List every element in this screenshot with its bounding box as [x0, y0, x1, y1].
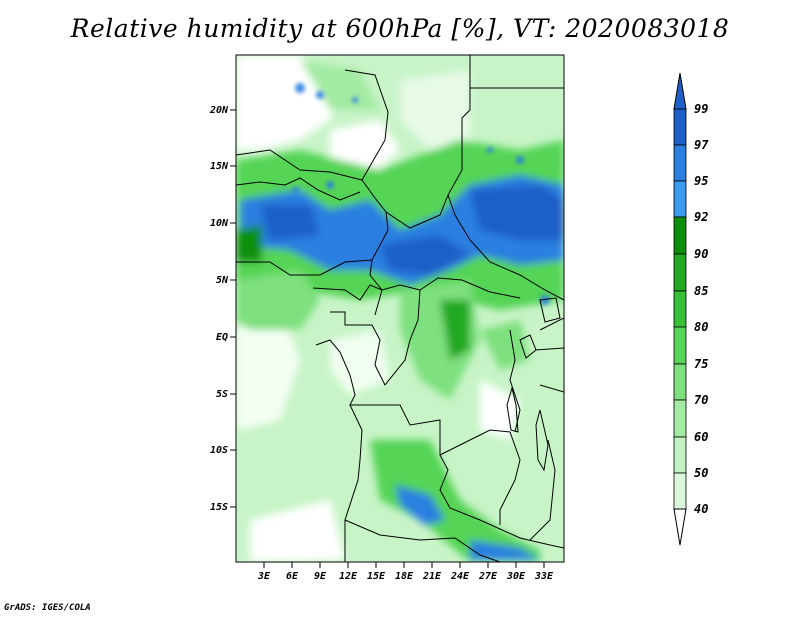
colorbar-bottom-arrow: [673, 508, 687, 546]
colorbar-segment: [673, 253, 687, 292]
colorbar: 99 97 95 92 90 85 80 75 70 60 50 40: [673, 72, 709, 546]
lon-label: 24E: [450, 571, 470, 582]
humidity-field: [236, 55, 564, 562]
lon-label: 3E: [257, 571, 271, 582]
colorbar-label: 80: [694, 320, 708, 334]
colorbar-segment: [673, 363, 687, 401]
lakes: [506, 297, 561, 472]
lat-label: 10S: [210, 445, 228, 456]
colorbar-segment: [673, 180, 687, 218]
lat-label: 5S: [216, 389, 228, 400]
colorbar-label: 40: [694, 502, 708, 516]
lat-label: 15S: [210, 502, 228, 513]
colorbar-label: 60: [694, 430, 708, 444]
lat-label: 20N: [209, 105, 229, 116]
map-title: Relative humidity at 600hPa [%], VT: 202…: [70, 14, 730, 43]
longitude-axis: 3E 6E 9E 12E 15E 18E 21E 24E 27E 30E 33E: [257, 562, 554, 582]
colorbar-segment: [673, 399, 687, 438]
lon-label: 27E: [478, 571, 498, 582]
lon-label: 15E: [367, 571, 386, 582]
colorbar-label: 85: [694, 284, 708, 298]
colorbar-label: 95: [694, 174, 708, 188]
lon-label: 6E: [286, 571, 299, 582]
lat-label: 5N: [216, 275, 229, 286]
colorbar-label: 97: [694, 138, 709, 152]
lat-label: 10N: [210, 218, 229, 229]
colorbar-label: 90: [694, 247, 708, 261]
lon-label: 21E: [422, 571, 442, 582]
colorbar-label: 99: [694, 102, 708, 116]
colorbar-top-arrow: [673, 72, 687, 110]
lon-label: 33E: [534, 571, 554, 582]
colorbar-label: 70: [694, 393, 708, 407]
colorbar-segment: [673, 290, 687, 328]
colorbar-segment: [673, 326, 687, 365]
colorbar-segment: [673, 436, 687, 474]
colorbar-label: 75: [694, 357, 708, 371]
colorbar-segment: [673, 472, 687, 510]
colorbar-segment: [673, 144, 687, 182]
colorbar-segment: [673, 216, 687, 255]
lon-label: 12E: [339, 571, 358, 582]
colorbar-segment: [673, 108, 687, 146]
lon-label: 9E: [314, 571, 327, 582]
colorbar-label: 50: [694, 466, 708, 480]
map-frame: [235, 54, 565, 563]
lat-label: EQ: [216, 332, 228, 343]
lat-label: 15N: [210, 161, 229, 172]
country-borders: [236, 55, 564, 562]
latitude-axis: 20N 15N 10N 5N EQ 5S 10S 15S: [209, 105, 236, 513]
grads-credit: GrADS: IGES/COLA: [4, 603, 91, 613]
colorbar-label: 92: [694, 210, 708, 224]
lon-label: 30E: [506, 571, 526, 582]
lon-label: 18E: [395, 571, 414, 582]
